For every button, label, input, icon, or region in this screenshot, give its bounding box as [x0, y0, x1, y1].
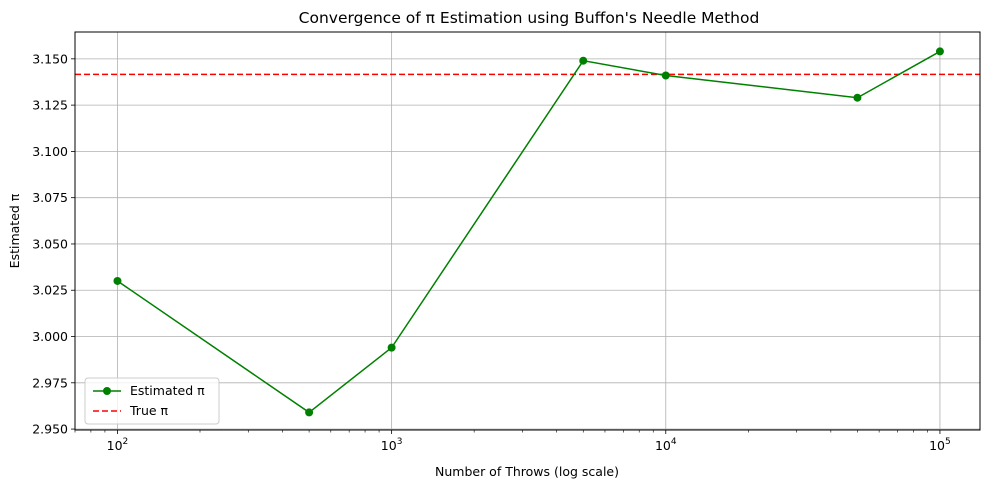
data-point [853, 93, 862, 102]
data-point [113, 276, 122, 285]
data-point [661, 71, 670, 80]
x-tick-label: 103 [381, 437, 403, 453]
estimated-pi-line [117, 50, 941, 414]
data-point [305, 408, 314, 417]
legend: Estimated π True π [84, 377, 220, 425]
chart-title: Convergence of π Estimation using Buffon… [299, 9, 760, 27]
x-axis-label: Number of Throws (log scale) [435, 464, 619, 479]
legend-estimated-label: Estimated π [130, 383, 205, 398]
grid [75, 32, 980, 430]
y-axis: 2.950 2.975 3.000 3.025 3.050 3.075 3.100 3.125… [32, 51, 75, 437]
legend-box [84, 377, 220, 425]
x-tick-label: 104 [655, 437, 677, 453]
x-axis: 102 103 104 105 [74, 430, 951, 453]
x-tick-label: 102 [107, 437, 129, 453]
y-tick-label: 3.150 [32, 51, 68, 66]
y-tick-label: 2.950 [32, 422, 68, 437]
legend-estimated-marker [103, 387, 111, 395]
y-tick-label: 3.025 [32, 283, 68, 298]
x-tick-label: 105 [929, 437, 951, 453]
plot-area [75, 47, 980, 417]
data-point [579, 56, 588, 65]
data-point [387, 343, 396, 352]
data-point [935, 47, 944, 56]
y-tick-label: 3.050 [32, 236, 68, 251]
y-tick-label: 3.000 [32, 329, 68, 344]
plot-frame [74, 31, 981, 431]
y-tick-label: 2.975 [32, 375, 68, 390]
y-tick-label: 3.100 [32, 144, 68, 159]
legend-true-pi-label: True π [129, 403, 169, 418]
y-tick-label: 3.125 [32, 98, 68, 113]
y-axis-label: Estimated π [7, 193, 22, 268]
y-tick-label: 3.075 [32, 190, 68, 205]
